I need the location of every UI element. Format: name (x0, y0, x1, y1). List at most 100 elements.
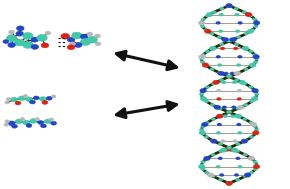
Circle shape (250, 64, 254, 67)
Circle shape (235, 157, 240, 160)
Circle shape (51, 121, 57, 125)
Circle shape (87, 36, 97, 43)
Circle shape (238, 105, 244, 109)
Circle shape (220, 47, 225, 50)
Circle shape (253, 96, 258, 99)
Circle shape (227, 146, 232, 149)
Circle shape (205, 86, 210, 89)
Circle shape (237, 89, 242, 92)
Circle shape (23, 94, 28, 98)
Circle shape (201, 53, 206, 57)
Circle shape (16, 31, 23, 36)
Circle shape (72, 32, 82, 39)
Circle shape (3, 40, 9, 43)
Circle shape (219, 43, 224, 46)
Circle shape (235, 13, 239, 16)
Circle shape (30, 119, 37, 123)
Circle shape (200, 88, 206, 93)
Circle shape (238, 131, 242, 134)
Circle shape (233, 140, 238, 143)
Circle shape (214, 105, 221, 109)
Circle shape (253, 25, 258, 28)
Circle shape (26, 97, 32, 101)
Circle shape (226, 75, 231, 78)
Circle shape (228, 39, 233, 42)
Circle shape (249, 171, 254, 174)
Circle shape (201, 122, 208, 127)
Circle shape (4, 123, 9, 126)
Circle shape (12, 124, 17, 128)
Circle shape (242, 82, 247, 85)
Circle shape (204, 29, 211, 33)
Circle shape (236, 107, 240, 110)
Circle shape (231, 106, 236, 109)
Circle shape (201, 125, 205, 128)
Circle shape (210, 103, 215, 106)
Circle shape (218, 71, 224, 76)
Circle shape (252, 88, 258, 93)
Circle shape (205, 121, 209, 124)
Circle shape (218, 157, 223, 160)
Circle shape (227, 111, 232, 114)
Circle shape (15, 119, 22, 124)
Circle shape (236, 71, 241, 74)
Circle shape (15, 101, 21, 105)
Circle shape (227, 182, 231, 185)
Circle shape (199, 93, 204, 96)
Circle shape (200, 96, 205, 99)
Circle shape (253, 160, 258, 163)
Circle shape (244, 103, 248, 106)
Circle shape (33, 96, 39, 100)
Circle shape (35, 118, 39, 121)
Circle shape (243, 153, 247, 156)
Circle shape (23, 33, 33, 39)
Circle shape (218, 71, 222, 74)
Circle shape (220, 148, 227, 152)
Circle shape (223, 115, 228, 118)
Circle shape (204, 136, 209, 139)
Circle shape (226, 146, 231, 149)
Circle shape (235, 178, 240, 181)
Circle shape (226, 3, 233, 8)
Circle shape (210, 139, 215, 142)
Circle shape (249, 63, 256, 67)
Circle shape (213, 80, 220, 84)
Circle shape (234, 78, 239, 81)
Circle shape (253, 167, 258, 171)
Circle shape (237, 97, 242, 101)
Circle shape (249, 100, 254, 103)
Circle shape (245, 12, 252, 17)
Circle shape (39, 97, 46, 101)
Circle shape (199, 57, 204, 60)
Circle shape (211, 153, 215, 156)
Circle shape (244, 173, 251, 177)
Circle shape (234, 43, 239, 46)
Circle shape (46, 96, 52, 100)
Circle shape (236, 64, 241, 67)
Circle shape (87, 32, 93, 36)
Circle shape (231, 148, 238, 152)
Circle shape (250, 29, 254, 32)
Circle shape (200, 61, 205, 64)
Circle shape (236, 123, 241, 126)
Circle shape (251, 97, 258, 101)
Circle shape (226, 181, 233, 186)
Circle shape (37, 34, 47, 41)
Circle shape (75, 43, 82, 47)
Circle shape (10, 97, 17, 102)
Circle shape (222, 106, 227, 109)
Circle shape (252, 131, 259, 135)
Circle shape (241, 139, 248, 143)
Circle shape (5, 120, 10, 123)
Circle shape (244, 32, 249, 35)
Circle shape (41, 124, 46, 128)
Circle shape (49, 118, 54, 121)
Circle shape (234, 174, 239, 177)
Circle shape (238, 21, 242, 24)
Circle shape (216, 55, 221, 58)
Circle shape (217, 36, 222, 39)
Circle shape (14, 39, 25, 46)
Circle shape (253, 89, 258, 92)
Circle shape (211, 118, 216, 121)
Circle shape (210, 68, 215, 71)
